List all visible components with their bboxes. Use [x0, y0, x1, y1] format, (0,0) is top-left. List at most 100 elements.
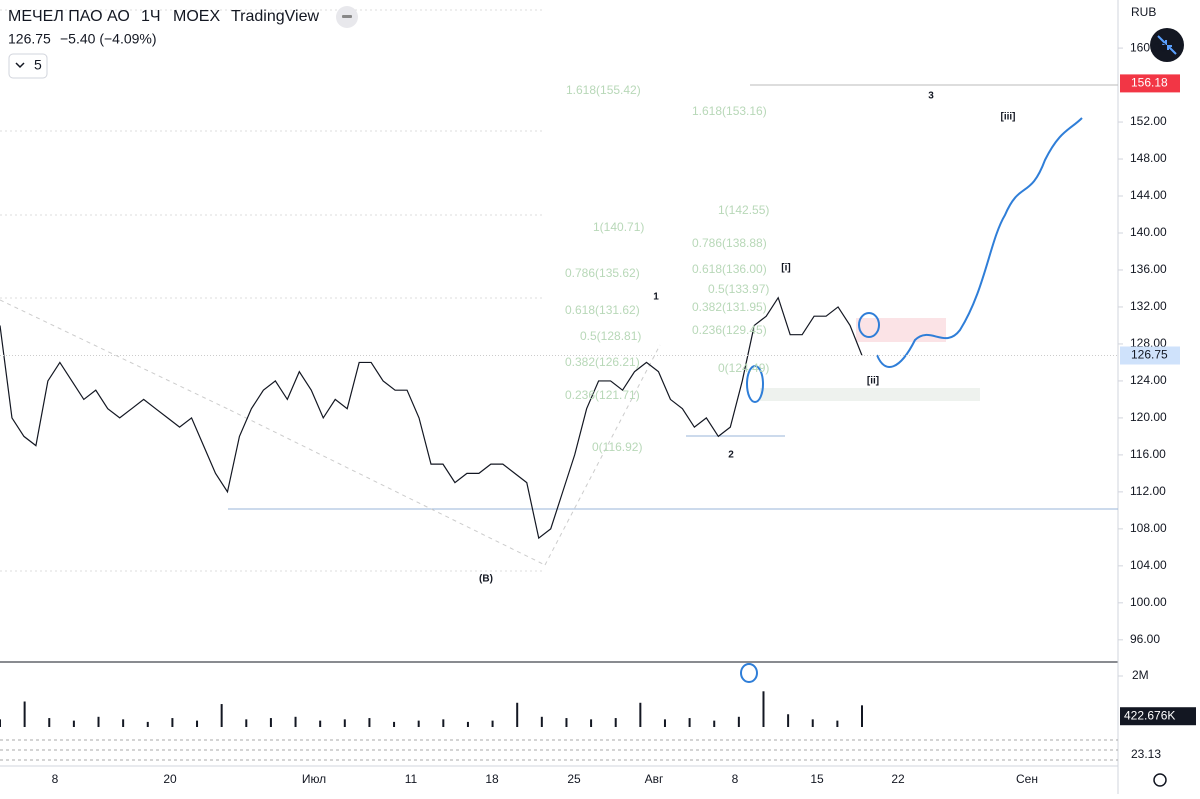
y-tick-label: 144.00 — [1130, 188, 1167, 202]
volume-bar — [762, 691, 765, 727]
volume-bar — [639, 702, 642, 727]
fib-label: 0(124.49) — [718, 361, 769, 375]
volume-bar — [269, 718, 272, 727]
x-tick-label: 15 — [810, 772, 824, 786]
x-tick-label: 8 — [732, 772, 739, 786]
wave-label: [i] — [781, 263, 790, 274]
volume-bar — [861, 705, 863, 727]
volume-bar — [491, 720, 494, 727]
wave-label: [iii] — [1001, 112, 1016, 123]
volume-last-label: 422.676K — [1124, 708, 1175, 722]
volume-bar — [565, 718, 568, 727]
fib-label: 0.236(129.45) — [692, 323, 767, 337]
volume-bar — [122, 719, 125, 727]
volume-bar — [393, 721, 396, 727]
volume-bar — [811, 719, 814, 727]
volume-bar — [688, 718, 691, 727]
y-tick-label: 140.00 — [1130, 225, 1167, 239]
exchange: MOEX — [173, 8, 220, 25]
interval-button[interactable] — [8, 53, 48, 79]
volume-bar — [146, 721, 149, 727]
volume-bar — [72, 720, 75, 727]
y-tick-label: 124.00 — [1130, 373, 1167, 387]
y-tick-label: 152.00 — [1130, 114, 1167, 128]
y-tick-label: 116.00 — [1130, 447, 1166, 461]
zone — [856, 318, 946, 342]
volume-bar — [663, 719, 666, 727]
volume-bar — [171, 718, 174, 727]
volume-bar — [368, 718, 371, 727]
fib-label: 1.618(153.16) — [692, 104, 767, 118]
price-change: −5.40 (−4.09%) — [60, 31, 157, 47]
x-tick-label: 11 — [405, 772, 418, 786]
last-price: 126.75 — [8, 31, 51, 47]
x-tick-label: Июл — [302, 772, 326, 786]
wave-label: 2 — [728, 450, 734, 461]
fib-label: 1.618(155.42) — [566, 83, 641, 97]
fib-label: 0.618(131.62) — [565, 303, 640, 317]
y-tick-label: 136.00 — [1130, 262, 1167, 276]
volume-bar — [737, 716, 740, 727]
trend-line — [229, 409, 546, 566]
fib-label: 1(140.71) — [593, 220, 644, 234]
volume-bar — [787, 714, 790, 727]
y-tick-label: 100.00 — [1130, 595, 1167, 609]
x-tick-label: 25 — [567, 772, 581, 786]
fib-label: 0.618(136.00) — [692, 262, 767, 276]
fib-label: 0.5(128.81) — [580, 329, 641, 343]
fullscreen-icon — [1157, 35, 1177, 55]
volume-bar — [196, 720, 199, 727]
highlight — [740, 663, 758, 683]
highlight — [746, 365, 764, 403]
target-tag — [1120, 74, 1180, 93]
volume-bar — [48, 718, 51, 727]
volume-bar — [442, 719, 445, 727]
wave-label: (B) — [479, 574, 493, 585]
wave-label: 3 — [928, 91, 934, 102]
fib-label: 1(142.55) — [718, 203, 769, 217]
y-tick-label: 108.00 — [1130, 521, 1167, 535]
volume-bar — [220, 704, 223, 727]
x-tick-label: Авг — [645, 772, 664, 786]
volume-bar — [516, 702, 519, 727]
wave-label: 1 — [653, 292, 659, 303]
trend-line — [544, 344, 661, 566]
volume-tick-label: 2M — [1132, 668, 1149, 682]
fib-label: 0.786(138.88) — [692, 236, 767, 250]
volume-bar — [23, 701, 26, 727]
y-tick-label: 160.00 — [1130, 40, 1167, 54]
volume-bar — [466, 721, 469, 727]
volume-tag — [1120, 707, 1196, 726]
volume-bar — [540, 716, 543, 727]
price-tag — [1120, 346, 1180, 365]
volume-bar — [97, 716, 100, 727]
x-tick-label: 22 — [891, 772, 905, 786]
chevron — [15, 62, 25, 69]
forecast-path — [876, 117, 1083, 368]
volume-bar — [590, 719, 593, 727]
currency[interactable]: RUB — [1131, 5, 1156, 19]
volume-bar — [713, 720, 716, 727]
interval: 1Ч — [141, 8, 161, 25]
wave-label: [ii] — [867, 376, 879, 387]
volume-bar — [245, 719, 248, 727]
volume-bar — [614, 718, 617, 727]
interval-count[interactable]: 5 — [34, 57, 42, 73]
menu-icon — [342, 15, 352, 18]
volume-bar — [319, 720, 322, 727]
indicator-value: 23.13 — [1131, 747, 1161, 761]
y-tick-label: 96.00 — [1130, 632, 1160, 646]
trend-line — [0, 299, 231, 411]
symbol: МЕЧЕЛ ПАО АО — [8, 8, 130, 25]
fib-label: 0.382(131.95) — [692, 300, 767, 314]
settings-icon[interactable] — [1153, 773, 1167, 787]
source: TradingView — [231, 8, 319, 25]
x-tick-label: 8 — [52, 772, 59, 786]
last-price-tag: 126.75 — [1131, 348, 1168, 362]
volume-bar — [294, 716, 297, 727]
volume-bar — [343, 719, 346, 727]
volume-bar — [836, 720, 839, 727]
fib-label: 0.5(133.97) — [708, 282, 769, 296]
